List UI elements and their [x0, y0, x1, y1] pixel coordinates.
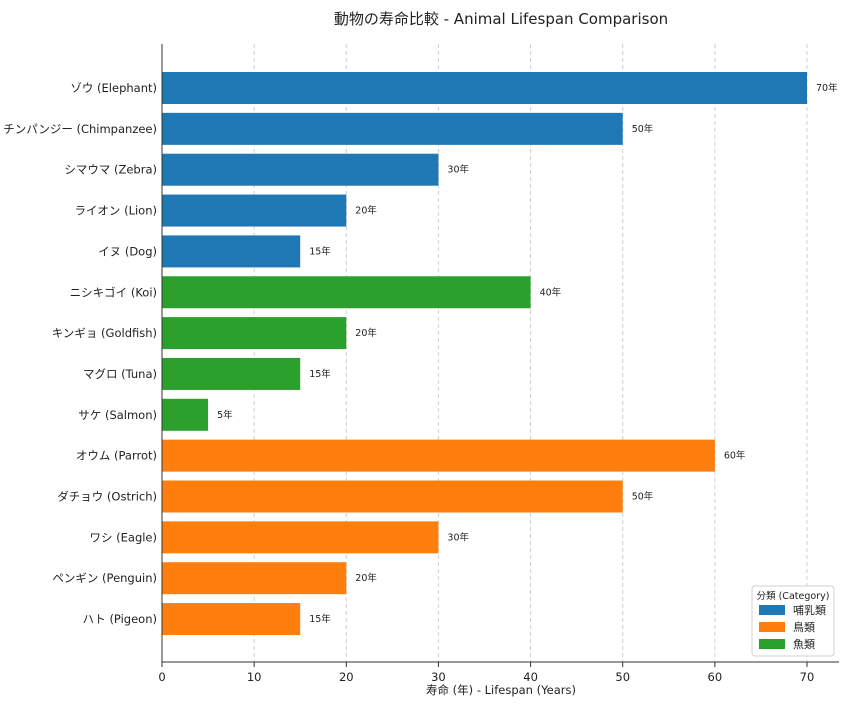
- bars: [162, 72, 807, 636]
- value-labels: 70年 50年 30年 20年 15年 40年 20年 15年 5年 60年 50年 30年 20年 15…: [217, 82, 838, 625]
- data-label: 50年: [632, 123, 654, 135]
- category-label: ゾウ (Elephant): [70, 81, 157, 95]
- data-label: 60年: [724, 450, 746, 462]
- data-label: 20年: [355, 572, 377, 584]
- category-label: サケ (Salmon): [78, 408, 157, 422]
- data-label: 40年: [540, 286, 562, 298]
- x-tick-label: 30: [431, 670, 446, 684]
- data-label: 20年: [355, 327, 377, 339]
- x-tick-label: 60: [708, 670, 723, 684]
- legend-box: [751, 585, 835, 657]
- category-label: ライオン (Lion): [74, 204, 157, 218]
- legend-label: 鳥類: [793, 620, 815, 634]
- legend-title: 分類 (Category): [757, 591, 830, 602]
- x-tick-labels: 0 10 20 30 40 50 60 70: [158, 670, 814, 684]
- bar: [162, 439, 715, 472]
- gridlines: [253, 44, 808, 662]
- category-label: シマウマ (Zebra): [64, 163, 157, 177]
- bar: [162, 317, 347, 350]
- legend-label: 哺乳類: [793, 604, 826, 617]
- x-tick-label: 40: [523, 670, 538, 684]
- data-label: 15年: [309, 368, 331, 380]
- data-label: 50年: [632, 491, 654, 503]
- category-label: マグロ (Tuna): [83, 367, 157, 381]
- category-label: ニシキゴイ (Koi): [70, 285, 157, 299]
- legend-swatch: [759, 605, 785, 615]
- x-tick-label: 0: [158, 670, 165, 684]
- chart-title: 動物の寿命比較 - Animal Lifespan Comparison: [334, 10, 668, 28]
- category-label: ペンギン (Penguin): [52, 571, 157, 585]
- bar: [162, 72, 807, 104]
- x-tick-label: 50: [615, 670, 630, 684]
- legend-label: 魚類: [793, 638, 815, 651]
- category-label: ワシ (Eagle): [89, 530, 157, 544]
- x-axis: [161, 44, 839, 667]
- x-tick-label: 20: [339, 670, 354, 684]
- bar: [162, 480, 623, 513]
- category-label: チンパンジー (Chimpanzee): [3, 122, 157, 136]
- data-label: 30年: [447, 164, 469, 176]
- bar: [162, 235, 301, 268]
- data-label: 15年: [309, 245, 331, 257]
- bar: [162, 398, 209, 431]
- bar: [162, 276, 531, 309]
- bar: [162, 603, 301, 636]
- data-label: 30年: [447, 531, 469, 543]
- bar: [162, 357, 301, 390]
- category-label: オウム (Parrot): [76, 449, 157, 463]
- category-label: イヌ (Dog): [98, 244, 157, 258]
- legend-swatch: [759, 622, 785, 632]
- category-label: ハト (Pigeon): [82, 612, 157, 626]
- data-label: 70年: [816, 82, 838, 94]
- x-axis-label: 寿命 (年) - Lifespan (Years): [426, 683, 576, 697]
- category-label: ダチョウ (Ostrich): [57, 490, 157, 504]
- data-label: 15年: [309, 613, 331, 625]
- x-tick-label: 70: [800, 670, 815, 684]
- data-label: 5年: [217, 409, 233, 421]
- data-label: 20年: [355, 205, 377, 217]
- bar: [162, 562, 347, 595]
- category-labels: ゾウ (Elephant) チンパンジー (Chimpanzee) シマウマ (Ze…: [3, 81, 157, 626]
- bar: [162, 521, 439, 554]
- bar: [162, 194, 347, 227]
- x-tick-label: 10: [247, 670, 262, 684]
- bar: [162, 153, 439, 186]
- category-label: キンギョ (Goldfish): [52, 326, 157, 340]
- legend-swatch: [759, 639, 785, 649]
- bar: [162, 112, 623, 145]
